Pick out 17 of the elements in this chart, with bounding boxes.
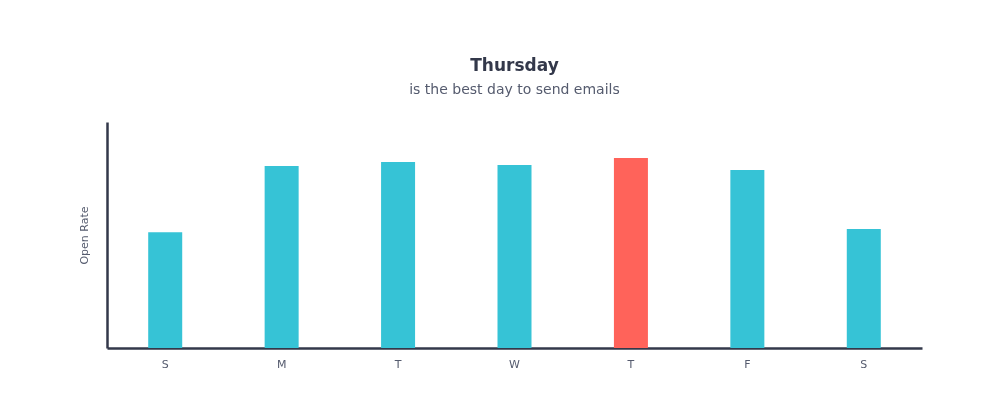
chart-subtitle: is the best day to send emails <box>409 81 620 97</box>
bar <box>381 162 416 348</box>
x-tick-label: T <box>393 357 402 371</box>
y-axis-title: Open Rate <box>77 206 91 265</box>
x-tick-label: T <box>626 357 635 371</box>
x-tick-label: W <box>509 357 521 371</box>
x-tick-label: S <box>161 357 169 371</box>
x-tick-label: S <box>860 357 868 371</box>
bar <box>264 166 299 348</box>
bar <box>730 170 765 348</box>
chart-title: Thursday <box>470 55 559 75</box>
x-tick-label: F <box>744 357 751 371</box>
bar <box>846 229 881 348</box>
bar <box>148 232 183 348</box>
bar <box>497 165 532 348</box>
bar <box>613 158 648 348</box>
x-tick-label: M <box>276 357 287 371</box>
